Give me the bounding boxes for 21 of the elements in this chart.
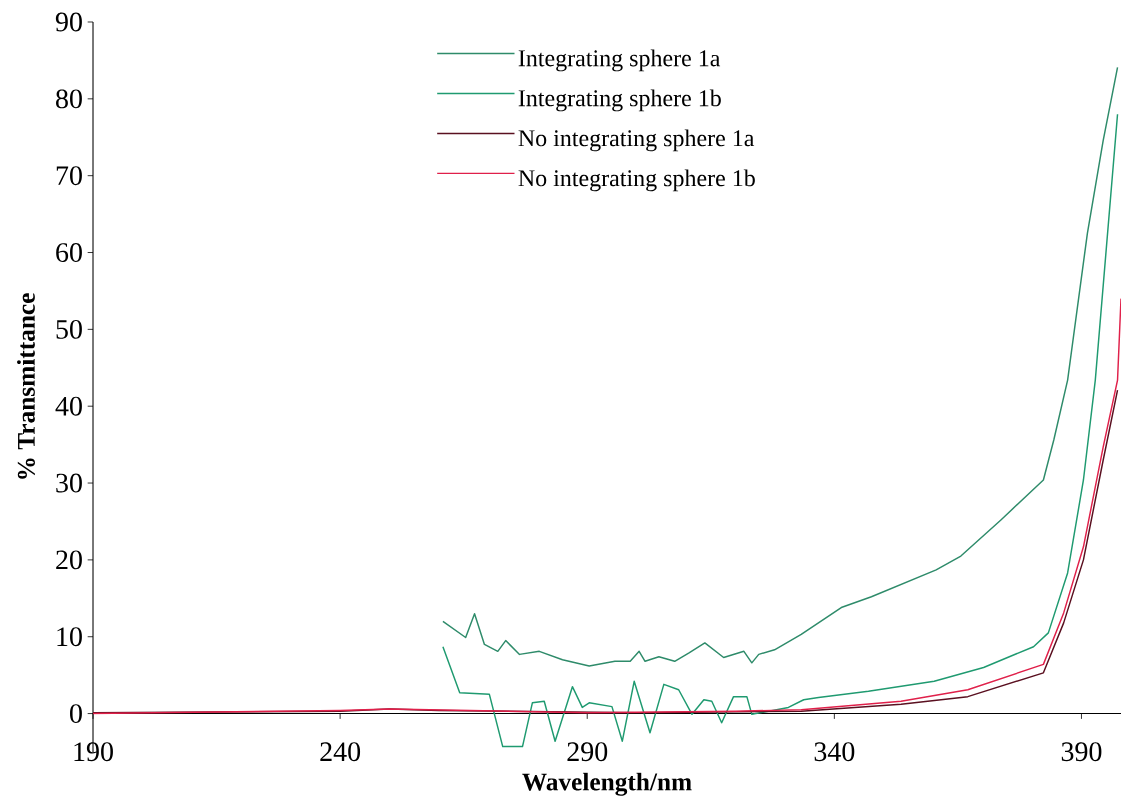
x-tick-label: 340 (814, 742, 855, 762)
x-axis-title: Wavelength/nm (522, 772, 692, 796)
legend-label: Integrating sphere 1b (518, 89, 721, 112)
x-tick-label: 190 (74, 742, 113, 762)
x-tick-label: 240 (320, 742, 361, 762)
y-tick-label: 10 (57, 627, 82, 647)
y-tick-label: 80 (56, 89, 82, 109)
legend-label: No integrating sphere 1a (518, 129, 755, 152)
y-tick-label: 70 (56, 166, 82, 186)
y-tick-label: 20 (56, 550, 82, 570)
y-tick-label: 0 (70, 704, 82, 724)
y-axis-title: % Transmittance (17, 293, 35, 479)
legend-label: Integrating sphere 1a (518, 49, 721, 72)
legend-label: No integrating sphere 1b (518, 169, 755, 192)
x-tick-label: 290 (567, 742, 608, 762)
y-tick-label: 60 (56, 243, 82, 262)
y-tick-label: 30 (56, 473, 82, 493)
y-tick-label: 40 (55, 396, 82, 416)
x-tick-label: 390 (1061, 742, 1102, 762)
y-tick-label: 90 (55, 12, 82, 32)
y-tick-label: 50 (56, 319, 82, 339)
